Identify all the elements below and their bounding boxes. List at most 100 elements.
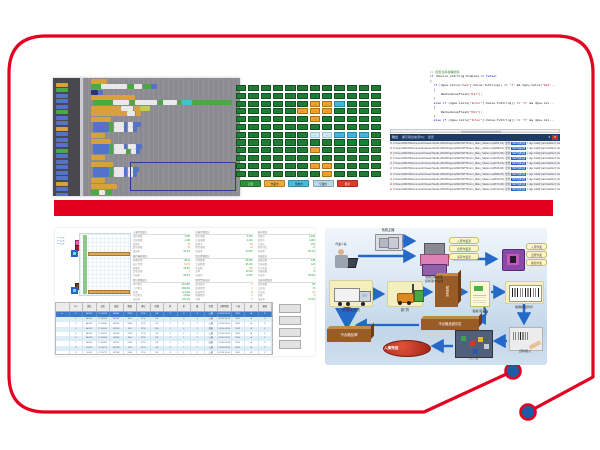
status-cell: — bbox=[260, 92, 271, 99]
table-cell: OK bbox=[151, 341, 164, 347]
blockly-segment bbox=[91, 133, 105, 138]
log-row: ✗ C:\Users\WCS\Documents\Visual Studio 2… bbox=[390, 166, 560, 171]
blockly-segment bbox=[124, 144, 128, 149]
table-header-cell: 批號 bbox=[110, 303, 124, 311]
status-cell: — bbox=[236, 85, 247, 92]
table-cell: 01/10 10:04 bbox=[218, 351, 232, 355]
panel-line: 不合格批 4 bbox=[258, 267, 315, 271]
panel-label: 達成率 bbox=[133, 250, 141, 254]
status-cell: — bbox=[248, 162, 259, 169]
panel-value: 412,800 bbox=[181, 283, 191, 287]
table-cell: NG bbox=[151, 326, 164, 332]
log-error-icon: ✗ bbox=[390, 152, 393, 156]
table-cell: 3 bbox=[70, 321, 83, 327]
staging-box: 暫存區 bbox=[435, 276, 458, 307]
code-segment: && dgvw.Cel... bbox=[527, 100, 555, 105]
table-cell: B2202 bbox=[110, 316, 124, 322]
table-cell: P-10233 bbox=[97, 312, 110, 317]
ng-label: NG bbox=[483, 310, 489, 314]
status-cell: — bbox=[248, 147, 259, 154]
log-text: C:\Users\WCS\Documents\Visual Studio 201… bbox=[392, 157, 512, 161]
panel-label: 待出貨 bbox=[257, 290, 265, 294]
table-cell: 01/10 08:55 bbox=[218, 326, 232, 332]
table-cell: 01/10 08:41 bbox=[218, 321, 232, 327]
palette-block bbox=[56, 104, 68, 109]
panel-line: 達成率 94.5% bbox=[195, 250, 252, 254]
blockly-segment bbox=[124, 167, 128, 172]
panel-label: 稼動時間 bbox=[133, 259, 143, 263]
panel-label: 合格批數 bbox=[257, 263, 268, 267]
status-cell: — bbox=[272, 123, 284, 130]
blockly-segment bbox=[91, 178, 105, 183]
table-cell: 1 bbox=[191, 346, 205, 352]
code-segment: ); bbox=[478, 109, 483, 114]
blockly-segment bbox=[124, 172, 128, 177]
table-cell: 2 bbox=[164, 341, 178, 347]
panel-value: 86 bbox=[249, 242, 253, 246]
table-cell: B2203 bbox=[110, 321, 124, 327]
log-row: ✗ C:\Users\WCS\Documents\Visual Studio 2… bbox=[390, 177, 560, 182]
blockly-segment bbox=[91, 95, 135, 100]
panel-label: 預定筆數 bbox=[195, 235, 205, 239]
table-cell: 1200 bbox=[124, 331, 137, 337]
status-cell: — bbox=[321, 108, 333, 115]
table-cell: V bbox=[259, 321, 272, 327]
output-title: 輸出 bbox=[392, 135, 399, 139]
panel-line: 完成筆數 1,180 bbox=[133, 239, 190, 243]
inspect-label: 點收 驗貨 bbox=[472, 309, 486, 313]
blockly-segment bbox=[98, 90, 104, 95]
panel-line: 檢驗批數 128 bbox=[258, 259, 315, 263]
blockly-segment bbox=[91, 79, 107, 84]
monitor-graph bbox=[79, 233, 131, 296]
table-cell: V bbox=[259, 336, 272, 342]
table-cell: B2207 bbox=[110, 341, 124, 347]
table-cell: ▸ bbox=[56, 312, 70, 317]
blockly-row bbox=[91, 190, 112, 195]
panel-line: 待驗批數 6 bbox=[258, 270, 315, 274]
table-cell: 1 bbox=[164, 312, 178, 317]
task-label-pill: 出庫作業單 bbox=[449, 245, 479, 252]
table-cell: 3 bbox=[178, 312, 191, 317]
log-text: = dgv.Cells["parCodeNo"].Value.ToString(… bbox=[526, 162, 560, 166]
blockly-row bbox=[91, 117, 111, 122]
log-text: = dgv.Cells["parCodeNo"].Value.ToString(… bbox=[526, 187, 560, 191]
status-cell: — bbox=[346, 92, 357, 99]
panel-label: 達成率 bbox=[195, 274, 203, 278]
panel-value: 72 bbox=[312, 287, 315, 291]
status-cell: — bbox=[272, 85, 284, 92]
table-header-cell: 狀態 bbox=[151, 303, 164, 311]
status-cell: — bbox=[260, 116, 271, 123]
status-cell: — bbox=[358, 123, 370, 130]
table-cell: 入庫 bbox=[205, 346, 218, 352]
table-cell: W02 bbox=[232, 326, 245, 332]
panel-label: 待驗批數 bbox=[257, 270, 268, 274]
status-cell: — bbox=[371, 92, 382, 99]
table-cell: 2 bbox=[164, 336, 178, 342]
blockly-segment bbox=[127, 84, 134, 89]
status-cell: — bbox=[285, 85, 296, 92]
log-row: ✗ C:\Users\WCS\Documents\Visual Studio 2… bbox=[390, 156, 560, 161]
table-cell bbox=[56, 331, 70, 337]
status-cell: — bbox=[334, 147, 345, 154]
blockly-segment bbox=[127, 122, 133, 127]
table-cell: PCS bbox=[137, 316, 151, 322]
panel-label: 完成數量 bbox=[195, 263, 205, 267]
log-text: C:\Users\WCS\Documents\Visual Studio 201… bbox=[392, 162, 512, 166]
side-button bbox=[279, 316, 301, 325]
code-segment: (dgvw.Cells[ bbox=[437, 83, 461, 88]
table-header-cell: 數量 bbox=[124, 303, 137, 311]
panel-value: 3 bbox=[251, 294, 253, 298]
status-cell: — bbox=[248, 131, 259, 138]
status-cell: — bbox=[321, 85, 333, 92]
status-cell: — bbox=[346, 170, 357, 177]
status-cell: — bbox=[272, 139, 284, 146]
status-cell: — bbox=[309, 155, 321, 162]
blockly-row bbox=[91, 162, 113, 167]
status-cell: — bbox=[334, 85, 345, 92]
status-cell: — bbox=[285, 123, 296, 130]
status-cell: — bbox=[321, 123, 333, 130]
log-text: = dgv.Cells["parCodeNo"].Value.ToString(… bbox=[526, 172, 560, 176]
staging-box-label: 暫存區 bbox=[445, 286, 449, 297]
device-pills: 入庫作業 出庫作業 盤點作業 bbox=[526, 243, 547, 267]
panel-value: 12 bbox=[312, 246, 315, 250]
